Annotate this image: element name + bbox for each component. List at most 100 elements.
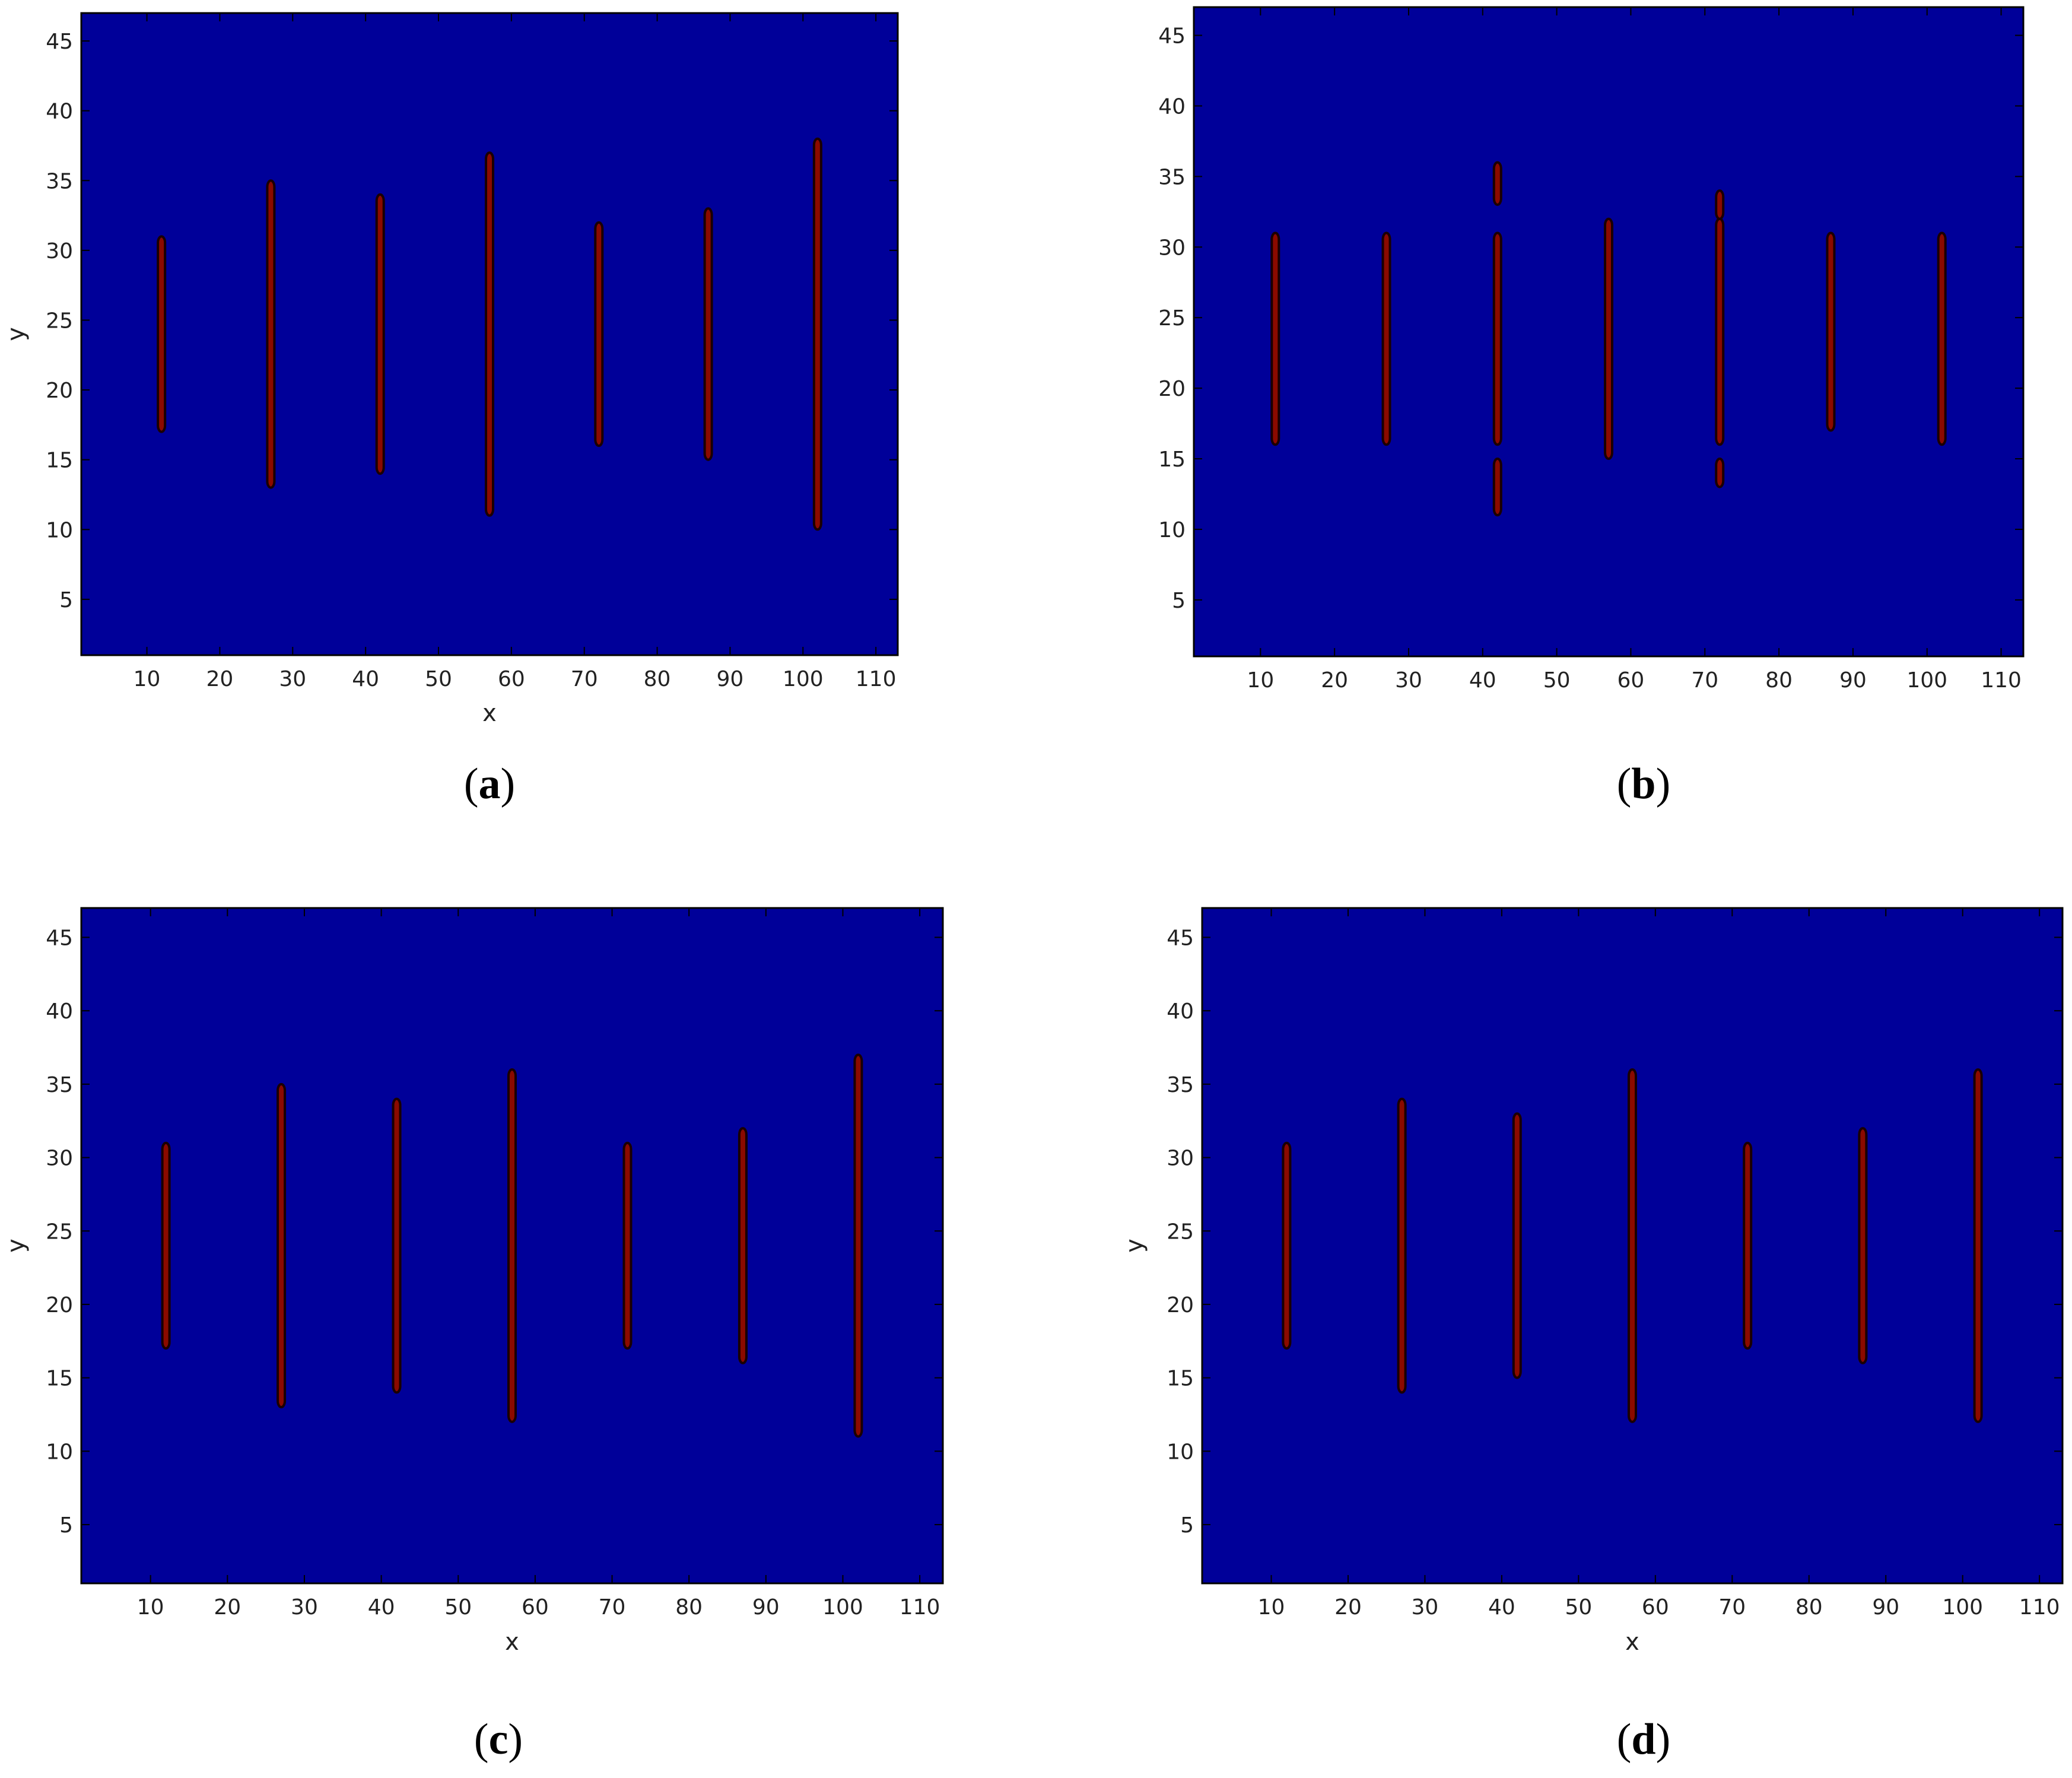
bar-b-0	[1270, 231, 1280, 446]
ytick-label-a-0: 5	[59, 588, 73, 612]
ylabel-c: y	[2, 1239, 30, 1253]
xtick-label-b-9: 100	[1906, 668, 1947, 693]
ytick-label-c-0: 5	[59, 1513, 73, 1538]
panel-label-close-d: )	[1656, 1715, 1671, 1764]
xtick-label-d-7: 80	[1795, 1595, 1823, 1620]
ytick-label-b-5: 30	[1158, 236, 1186, 260]
xlabel-c: x	[505, 1628, 519, 1656]
bar-d-6	[1973, 1068, 1983, 1423]
bar-a-6	[812, 137, 822, 531]
xtick-label-a-0: 10	[134, 667, 161, 691]
xtick-label-d-9: 100	[1942, 1595, 1983, 1620]
xtick-label-b-1: 20	[1321, 668, 1348, 693]
xlabel-d: x	[1625, 1628, 1639, 1656]
bar-d-5	[1858, 1127, 1868, 1364]
ytick-label-d-2: 15	[1167, 1367, 1194, 1391]
panel-label-letter-c: c	[489, 1715, 509, 1764]
ytick-label-b-4: 25	[1158, 306, 1186, 331]
ytick-label-d-0: 5	[1180, 1513, 1194, 1538]
panel-label-close-b: )	[1656, 760, 1671, 808]
bar-b-2	[1492, 231, 1502, 446]
ytick-label-c-1: 10	[46, 1440, 73, 1464]
xtick-label-b-0: 10	[1247, 668, 1274, 693]
panel-label-d: (d)	[1617, 1715, 1670, 1764]
xtick-label-a-8: 90	[717, 667, 744, 691]
ytick-label-a-6: 35	[46, 169, 73, 193]
ytick-label-a-4: 25	[46, 309, 73, 333]
xtick-label-b-4: 50	[1543, 668, 1571, 693]
xtick-label-c-6: 70	[599, 1595, 626, 1620]
panel-label-open-d: (	[1617, 1715, 1632, 1764]
ytick-label-b-0: 5	[1172, 589, 1186, 613]
ytick-label-a-7: 40	[46, 100, 73, 124]
bar-a-0	[157, 235, 167, 433]
bar-c-6	[853, 1053, 863, 1438]
xtick-label-a-9: 100	[783, 667, 824, 691]
ylabel-d: y	[1121, 1239, 1148, 1253]
panel-c: 10 20 30 40 50 60 70 80 90 100 110 5 10 15 20 25 30 35 40 4…	[2, 907, 944, 1764]
ytick-label-a-1: 10	[46, 518, 73, 542]
xtick-label-d-0: 10	[1258, 1595, 1285, 1620]
ytick-label-b-1: 10	[1158, 518, 1186, 542]
plot-frame-a	[80, 12, 899, 656]
panel-b: 10 20 30 40 50 60 70 80 90 100 110 5 10 15 20 25 30 35 40 4…	[1158, 6, 2025, 808]
plot-frame-d	[1201, 907, 2064, 1585]
ytick-label-d-7: 40	[1167, 999, 1194, 1024]
xtick-label-b-7: 80	[1765, 668, 1793, 693]
xtick-label-d-3: 40	[1488, 1595, 1515, 1620]
panel-label-open-c: (	[474, 1715, 489, 1764]
bar-d-2	[1512, 1112, 1522, 1379]
panel-label-letter-d: d	[1631, 1715, 1655, 1764]
panel-label-letter-a: a	[479, 760, 501, 808]
bar-b-8	[1715, 189, 1725, 220]
xtick-label-a-7: 80	[644, 667, 671, 691]
ytick-label-d-4: 25	[1167, 1220, 1194, 1244]
bar-b-6	[1715, 217, 1725, 446]
ytick-label-c-2: 15	[46, 1367, 73, 1391]
xtick-label-b-2: 30	[1395, 668, 1422, 693]
ytick-label-c-7: 40	[46, 999, 73, 1024]
bar-c-0	[161, 1141, 171, 1350]
xlabel-a: x	[482, 700, 497, 727]
bar-c-1	[277, 1082, 287, 1409]
xtick-label-d-1: 20	[1334, 1595, 1362, 1620]
panel-d: 10 20 30 40 50 60 70 80 90 100 110 5 10 15 20 25 30 35 40 4…	[1121, 907, 2064, 1764]
bar-a-1	[266, 179, 276, 489]
bar-b-4	[1492, 458, 1502, 517]
xtick-label-c-8: 90	[752, 1595, 780, 1620]
bar-d-3	[1628, 1068, 1637, 1423]
ytick-label-a-5: 30	[46, 239, 73, 263]
xtick-label-c-9: 100	[822, 1595, 863, 1620]
bar-c-3	[507, 1068, 517, 1423]
xtick-label-b-10: 110	[1981, 668, 2022, 693]
panel-label-close-c: )	[508, 1715, 523, 1764]
bar-a-5	[703, 207, 713, 461]
plot-frame-b	[1193, 6, 2025, 658]
bar-d-1	[1397, 1097, 1407, 1394]
bar-c-2	[392, 1097, 402, 1394]
xtick-label-b-6: 70	[1691, 668, 1718, 693]
ytick-label-d-3: 20	[1167, 1293, 1194, 1317]
panel-a: 10 20 30 40 50 60 70 80 90 100 110 5 10 15 20 25 30 35 40 4…	[2, 12, 899, 808]
bar-a-3	[485, 151, 494, 517]
xtick-label-c-1: 20	[214, 1595, 241, 1620]
xtick-label-d-2: 30	[1412, 1595, 1439, 1620]
xtick-label-c-0: 10	[137, 1595, 164, 1620]
bar-b-5	[1604, 217, 1613, 461]
panel-label-open-b: (	[1617, 760, 1632, 808]
ytick-label-b-7: 40	[1158, 94, 1186, 119]
bar-d-4	[1743, 1141, 1753, 1350]
xtick-label-c-2: 30	[291, 1595, 318, 1620]
xtick-label-a-10: 110	[856, 667, 897, 691]
ytick-label-c-3: 20	[46, 1293, 73, 1317]
xtick-label-a-2: 30	[279, 667, 306, 691]
bar-a-4	[594, 221, 604, 447]
ytick-label-b-6: 35	[1158, 165, 1186, 189]
panel-label-a: (a)	[464, 760, 515, 808]
ytick-label-d-1: 10	[1167, 1440, 1194, 1464]
xtick-label-d-10: 110	[2019, 1595, 2060, 1620]
plot-frame-c	[80, 907, 944, 1585]
panel-label-letter-b: b	[1631, 760, 1655, 808]
xtick-label-c-10: 110	[900, 1595, 940, 1620]
